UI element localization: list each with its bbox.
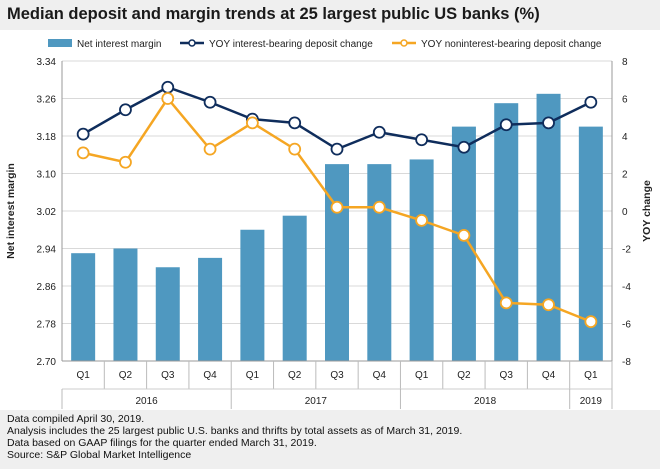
y2-tick-label: 0: [622, 207, 628, 218]
line-point: [584, 315, 598, 329]
line-point: [542, 116, 555, 130]
y-tick-label: 3.34: [37, 57, 57, 68]
line-point: [161, 80, 175, 94]
bar-net-interest-margin: [367, 164, 392, 361]
bar-net-interest-margin: [282, 215, 307, 361]
x-group-label: 2017: [305, 396, 328, 407]
x-tick-label: Q3: [161, 370, 175, 381]
y2-tick-label: -4: [622, 282, 631, 293]
line-point: [499, 296, 513, 310]
bar-net-interest-margin: [409, 159, 434, 361]
line-point: [203, 95, 217, 109]
bar-net-interest-margin: [113, 248, 138, 361]
x-tick-label: Q1: [415, 370, 429, 381]
x-group-label: 2018: [474, 396, 497, 407]
y2-tick-label: -2: [622, 245, 631, 256]
x-group-label: 2016: [135, 396, 158, 407]
y-tick-label: 2.86: [37, 282, 57, 293]
x-tick-label: Q4: [203, 370, 217, 381]
bar-net-interest-margin: [240, 229, 265, 361]
footer-notes: Data compiled April 30, 2019. Analysis i…: [0, 410, 660, 469]
y2-tick-label: 2: [622, 170, 628, 181]
chart-title: Median deposit and margin trends at 25 l…: [0, 0, 660, 30]
x-tick-label: Q4: [542, 370, 556, 381]
line-point: [415, 213, 429, 227]
line-point: [457, 228, 471, 242]
y2-tick-label: -8: [622, 357, 631, 368]
line-point: [76, 146, 90, 160]
y-tick-label: 3.10: [37, 170, 57, 181]
footer-line: Source: S&P Global Market Intelligence: [7, 449, 192, 461]
legend-label: YOY noninterest-bearing deposit change: [421, 39, 602, 50]
line-point: [288, 116, 302, 130]
y-tick-label: 3.18: [37, 132, 57, 143]
line-point: [288, 142, 302, 156]
line-point: [542, 298, 555, 312]
x-tick-label: Q3: [330, 370, 344, 381]
x-tick-label: Q1: [584, 370, 598, 381]
line-point: [119, 103, 132, 117]
x-tick-label: Q1: [246, 370, 260, 381]
line-point: [372, 200, 386, 214]
y-tick-label: 2.94: [37, 245, 57, 256]
chart-svg: 2.70 2.78 2.86 2.94 3.02 3.10 3.18 3.26 3.34 -8 -6…: [5, 39, 653, 409]
y-tick-label: 3.26: [37, 95, 57, 106]
bar-net-interest-margin: [451, 126, 476, 361]
line-point: [330, 200, 344, 214]
y-tick-label: 2.78: [37, 320, 57, 331]
y-tick-label: 3.02: [37, 207, 57, 218]
x-tick-label: Q2: [288, 370, 302, 381]
x-tick-label: Q1: [76, 370, 90, 381]
x-tick-label: Q4: [373, 370, 387, 381]
bar-net-interest-margin: [155, 267, 180, 361]
y2-axis-title: YOY change: [641, 180, 653, 242]
line-point: [415, 133, 429, 147]
bar-net-interest-margin: [494, 103, 519, 361]
footer-line: Analysis includes the 25 largest public …: [7, 425, 463, 437]
footer-line: Data compiled April 30, 2019.: [7, 413, 145, 425]
chart: 2.70 2.78 2.86 2.94 3.02 3.10 3.18 3.26 3.34 -8 -6…: [0, 30, 660, 410]
line-point: [499, 118, 513, 132]
y-tick-label: 2.70: [37, 357, 57, 368]
line-point: [457, 140, 471, 154]
bar-net-interest-margin: [198, 257, 223, 361]
line-point: [330, 142, 344, 156]
line-point: [161, 92, 175, 105]
line-point: [203, 142, 217, 156]
line-point: [245, 116, 259, 130]
legend-label: YOY interest-bearing deposit change: [209, 39, 373, 50]
legend-label: Net interest margin: [77, 39, 161, 50]
line-point: [584, 95, 598, 109]
x-group-label: 2019: [580, 396, 603, 407]
bar-net-interest-margin: [71, 253, 96, 361]
y2-tick-label: 4: [622, 132, 628, 143]
legend-marker: [188, 39, 196, 47]
y-axis-title: Net interest margin: [5, 163, 17, 259]
x-tick-label: Q3: [500, 370, 514, 381]
line-point: [372, 125, 386, 139]
y2-tick-label: -6: [622, 320, 631, 331]
bar-net-interest-margin: [536, 93, 561, 361]
line-point: [119, 155, 132, 169]
legend-swatch-bar: [48, 39, 72, 47]
line-point: [76, 127, 90, 141]
legend-marker: [400, 39, 408, 47]
x-tick-label: Q2: [119, 370, 133, 381]
x-tick-label: Q2: [457, 370, 471, 381]
footer-line: Data based on GAAP filings for the quart…: [7, 437, 317, 449]
y2-tick-label: 8: [622, 57, 628, 68]
y2-tick-label: 6: [622, 95, 628, 106]
